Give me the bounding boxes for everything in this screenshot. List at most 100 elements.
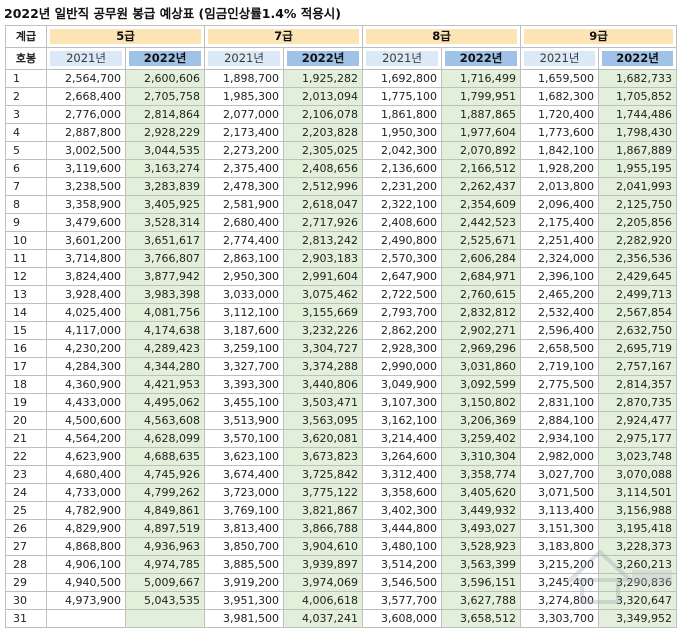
salary-2022-cell: 3,658,512 [441, 609, 521, 628]
salary-2022-cell: 1,867,889 [598, 141, 677, 160]
salary-2022-cell: 3,528,314 [125, 213, 205, 232]
grade-header-label: 9급 [524, 29, 673, 44]
year-old-header: 2021년 [46, 47, 126, 70]
salary-2022-cell: 1,798,430 [598, 123, 677, 142]
salary-2021-cell: 3,723,000 [204, 483, 284, 502]
table-row: 18 4,360,900 4,421,953 3,393,300 3,440,806 3,… [5, 375, 677, 394]
salary-2022-cell: 3,349,952 [598, 609, 677, 628]
salary-2022-cell: 3,725,842 [283, 465, 363, 484]
table-row: 23 4,680,400 4,745,926 3,674,400 3,725,842 3,… [5, 465, 677, 484]
salary-2021-cell: 3,151,300 [520, 519, 599, 538]
salary-2022-cell: 2,429,645 [598, 267, 677, 286]
year-new-header: 2022년 [283, 47, 363, 70]
salary-2022-cell: 3,939,897 [283, 555, 363, 574]
salary-2021-cell: 3,112,100 [204, 303, 284, 322]
salary-2022-cell: 3,374,288 [283, 357, 363, 376]
page-title: 2022년 일반직 공무원 봉급 예상표 (임금인상률1.4% 적용시) [4, 6, 341, 21]
table-row: 10 3,601,200 3,651,617 2,774,400 2,813,242 2,… [5, 231, 677, 250]
salary-2021-cell: 3,885,500 [204, 555, 284, 574]
salary-2022-cell: 2,356,536 [598, 249, 677, 268]
salary-2021-cell: 3,570,100 [204, 429, 284, 448]
salary-2021-cell: 1,682,300 [520, 87, 599, 106]
table-row: 15 4,117,000 4,174,638 3,187,600 3,232,226 2,… [5, 321, 677, 340]
salary-2021-cell: 1,775,100 [362, 87, 442, 106]
salary-2021-cell: 1,950,300 [362, 123, 442, 142]
salary-2022-cell: 2,567,854 [598, 303, 677, 322]
salary-2022-cell: 1,887,865 [441, 105, 521, 124]
salary-2021-cell: 1,842,100 [520, 141, 599, 160]
salary-2022-cell: 3,070,088 [598, 465, 677, 484]
salary-2022-cell: 3,627,788 [441, 591, 521, 610]
year-old-label: 2021년 [50, 51, 122, 66]
salary-2021-cell: 3,214,400 [362, 429, 442, 448]
salary-2021-cell: 4,906,100 [46, 555, 126, 574]
salary-2021-cell [46, 609, 126, 628]
salary-2021-cell: 2,928,300 [362, 339, 442, 358]
salary-2022-cell: 2,106,078 [283, 105, 363, 124]
salary-2021-cell: 4,360,900 [46, 375, 126, 394]
salary-2022-cell: 2,125,750 [598, 195, 677, 214]
salary-2021-cell: 4,500,600 [46, 411, 126, 430]
salary-2021-cell: 2,375,400 [204, 159, 284, 178]
salary-2022-cell: 3,983,398 [125, 285, 205, 304]
salary-2021-cell: 2,863,100 [204, 249, 284, 268]
salary-2021-cell: 2,647,900 [362, 267, 442, 286]
grade-header-9: 9급 [520, 25, 677, 48]
salary-2021-cell: 4,973,900 [46, 591, 126, 610]
salary-2022-cell: 3,206,369 [441, 411, 521, 430]
salary-2022-cell: 3,493,027 [441, 519, 521, 538]
table-row: 30 4,973,900 5,043,535 3,951,300 4,006,618 3,… [5, 591, 677, 610]
salary-2022-cell: 3,449,932 [441, 501, 521, 520]
salary-2022-cell: 2,525,671 [441, 231, 521, 250]
step-number: 19 [5, 393, 47, 412]
salary-2022-cell: 4,745,926 [125, 465, 205, 484]
salary-2021-cell: 4,940,500 [46, 573, 126, 592]
salary-2021-cell: 3,928,400 [46, 285, 126, 304]
year-new-label: 2022년 [445, 51, 517, 66]
year-old-header: 2021년 [520, 47, 599, 70]
salary-2021-cell: 3,358,600 [362, 483, 442, 502]
salary-2022-cell: 4,081,756 [125, 303, 205, 322]
salary-2021-cell: 3,259,100 [204, 339, 284, 358]
table-row: 8 3,358,900 3,405,925 2,581,900 2,618,047 2,3… [5, 195, 677, 214]
salary-2022-cell: 3,877,942 [125, 267, 205, 286]
salary-2022-cell: 2,606,284 [441, 249, 521, 268]
year-old-label: 2021년 [208, 51, 280, 66]
salary-2022-cell: 2,705,758 [125, 87, 205, 106]
salary-2021-cell: 2,887,800 [46, 123, 126, 142]
salary-2021-cell: 2,884,100 [520, 411, 599, 430]
salary-2022-cell: 3,904,610 [283, 537, 363, 556]
salary-2022-cell: 4,174,638 [125, 321, 205, 340]
salary-2022-cell: 3,974,069 [283, 573, 363, 592]
salary-2022-cell: 4,849,861 [125, 501, 205, 520]
salary-2021-cell: 4,782,900 [46, 501, 126, 520]
salary-2022-cell: 2,041,993 [598, 177, 677, 196]
salary-2021-cell: 2,096,400 [520, 195, 599, 214]
salary-2022-cell: 3,044,535 [125, 141, 205, 160]
salary-2022-cell: 1,925,282 [283, 69, 363, 88]
salary-2021-cell: 4,284,300 [46, 357, 126, 376]
salary-2021-cell: 3,327,700 [204, 357, 284, 376]
salary-2021-cell: 3,033,000 [204, 285, 284, 304]
salary-2021-cell: 2,173,400 [204, 123, 284, 142]
salary-2022-cell: 3,320,647 [598, 591, 677, 610]
salary-2022-cell: 1,955,195 [598, 159, 677, 178]
salary-2021-cell: 4,230,200 [46, 339, 126, 358]
salary-2022-cell: 1,682,733 [598, 69, 677, 88]
salary-2021-cell: 2,273,200 [204, 141, 284, 160]
table-row: 6 3,119,600 3,163,274 2,375,400 2,408,656 2,1… [5, 159, 677, 178]
salary-2021-cell: 4,025,400 [46, 303, 126, 322]
salary-2022-cell: 2,832,812 [441, 303, 521, 322]
table-row: 11 3,714,800 3,766,807 2,863,100 2,903,183 2,… [5, 249, 677, 268]
salary-2021-cell: 3,919,200 [204, 573, 284, 592]
salary-2022-cell: 3,092,599 [441, 375, 521, 394]
salary-2021-cell: 3,303,700 [520, 609, 599, 628]
salary-2021-cell: 3,546,500 [362, 573, 442, 592]
salary-2022-cell: 2,166,512 [441, 159, 521, 178]
salary-2021-cell: 2,722,500 [362, 285, 442, 304]
table-row: 29 4,940,500 5,009,667 3,919,200 3,974,069 3,… [5, 573, 677, 592]
salary-2022-cell: 3,563,399 [441, 555, 521, 574]
table-row: 5 3,002,500 3,044,535 2,273,200 2,305,025 2,0… [5, 141, 677, 160]
salary-2022-cell: 2,203,828 [283, 123, 363, 142]
salary-2022-cell: 2,205,856 [598, 213, 677, 232]
